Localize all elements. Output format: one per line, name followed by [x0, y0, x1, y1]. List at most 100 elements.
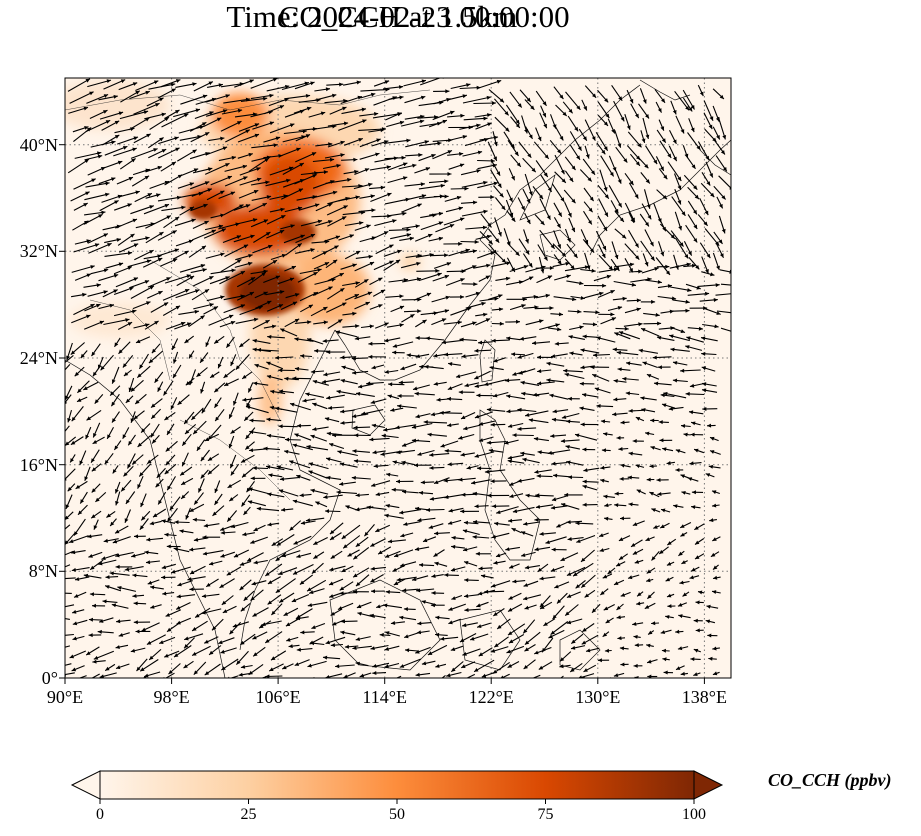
wind-arrow-head — [576, 105, 581, 110]
wind-arrow-head — [630, 218, 635, 223]
wind-arrow-head — [351, 356, 356, 361]
wind-arrow-head — [716, 265, 720, 270]
wind-arrow-head — [332, 190, 338, 195]
wind-arrow-head — [653, 159, 658, 165]
wind-arrow-shaft — [280, 188, 304, 200]
wind-arrow-head — [358, 138, 363, 142]
wind-arrow-shaft — [716, 310, 731, 314]
wind-arrow-head — [571, 227, 575, 232]
wind-arrow-head — [118, 349, 123, 354]
wind-arrow-head — [252, 218, 258, 222]
wind-arrow-head — [704, 210, 709, 216]
wind-arrow-head — [218, 224, 224, 229]
wind-arrow-head — [130, 387, 136, 392]
wind-arrow-head — [200, 358, 205, 363]
wind-arrow-head — [528, 134, 533, 139]
wind-arrow-head — [644, 261, 649, 267]
wind-arrow-shaft — [73, 178, 96, 190]
wind-arrow-head — [110, 391, 115, 396]
wind-arrow-head — [279, 105, 284, 109]
wind-arrow-head — [487, 122, 492, 127]
wind-arrow-head — [263, 96, 268, 101]
wind-arrow-head — [369, 262, 375, 266]
wind-arrow-head — [528, 262, 533, 268]
wind-arrow-head — [153, 80, 159, 85]
wind-arrow-head — [501, 258, 506, 263]
wind-arrow-head — [496, 79, 502, 84]
wind-arrow-head — [644, 164, 649, 169]
wind-arrow-head — [135, 399, 140, 404]
wind-arrow-head — [137, 373, 142, 378]
wind-arrow-head — [270, 389, 275, 394]
wind-arrow-head — [703, 306, 708, 311]
wind-arrow-head — [706, 253, 711, 259]
wind-arrow-shaft — [224, 176, 248, 187]
wind-arrow-head — [386, 165, 391, 170]
wind-arrow-head — [670, 234, 675, 239]
wind-arrow-head — [557, 327, 562, 332]
wind-arrow-head — [308, 304, 313, 309]
wind-arrow-head — [493, 141, 498, 147]
wind-arrow-head — [406, 233, 411, 237]
wind-arrow-head — [395, 259, 401, 264]
wind-arrow-head — [474, 239, 479, 244]
wind-arrow-head — [618, 331, 624, 335]
wind-arrow-head — [559, 136, 564, 141]
wind-arrow-head — [193, 168, 199, 173]
wind-arrow-head — [652, 355, 657, 360]
wind-arrow-head — [571, 165, 576, 170]
wind-arrow-head — [364, 168, 370, 172]
wind-arrow-shaft — [269, 166, 294, 176]
wind-arrow-shaft — [69, 91, 94, 104]
wind-arrow-head — [171, 88, 176, 93]
wind-arrow-head — [105, 192, 110, 197]
wind-arrow-head — [402, 162, 408, 167]
wind-arrow-head — [449, 110, 455, 115]
wind-arrow-head — [444, 309, 449, 313]
wind-arrow-head — [278, 304, 283, 308]
wind-arrow-head — [563, 368, 568, 373]
wind-arrow-head — [526, 219, 531, 224]
wind-arrow-head — [274, 355, 279, 360]
wind-arrow-head — [523, 265, 529, 269]
wind-arrow-head — [146, 301, 151, 305]
wind-arrow-head — [312, 402, 317, 407]
wind-arrow-head — [153, 148, 158, 152]
wind-arrow-head — [538, 194, 543, 200]
wind-arrow-head — [340, 288, 345, 293]
wind-arrow-head — [478, 340, 483, 345]
wind-arrow-head — [174, 248, 179, 253]
wind-arrow-head — [335, 235, 340, 240]
wind-arrow-head — [716, 135, 720, 140]
wind-arrow-head — [645, 179, 650, 184]
wind-arrow-head — [498, 231, 502, 237]
wind-arrow-head — [651, 299, 656, 304]
wind-arrow-head — [444, 352, 449, 357]
wind-arrow-head — [242, 164, 247, 169]
wind-arrow-head — [375, 152, 380, 157]
wind-arrow-head — [368, 341, 373, 346]
wind-arrow-head — [374, 112, 379, 116]
wind-arrow-head — [650, 256, 655, 261]
wind-arrow-head — [222, 109, 228, 114]
wind-arrow-head — [107, 243, 112, 247]
wind-arrow-head — [721, 195, 726, 200]
wind-arrow-head — [487, 222, 492, 228]
wind-arrow-head — [230, 321, 236, 325]
wind-arrow-head — [135, 90, 140, 95]
title-line-2: Time: 2024-02-23 00:00:00 — [226, 0, 570, 34]
wind-arrow-head — [387, 192, 392, 197]
wind-arrow-head — [677, 200, 682, 205]
wind-arrow-head — [506, 336, 511, 341]
wind-arrow-head — [99, 320, 104, 325]
wind-arrow-head — [266, 195, 272, 200]
wind-arrow-shaft — [161, 206, 186, 212]
wind-arrow-head — [323, 372, 328, 377]
wind-arrow-head — [297, 243, 302, 248]
wind-arrow-head — [696, 285, 701, 290]
wind-arrow-head — [166, 215, 171, 220]
wind-arrow-head — [525, 250, 530, 255]
wind-arrow-head — [677, 185, 682, 190]
wind-arrow-head — [294, 366, 300, 371]
wind-arrow-head — [361, 411, 366, 416]
